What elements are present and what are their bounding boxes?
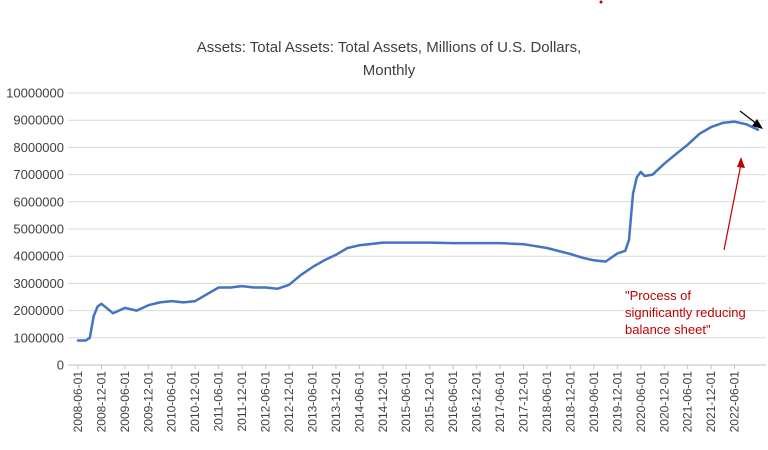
y-tick-label: 3000000 xyxy=(13,276,64,291)
y-tick-label: 5000000 xyxy=(13,222,64,237)
y-tick-label: 8000000 xyxy=(13,140,64,155)
x-tick-label: 2018-06-01 xyxy=(540,371,554,433)
x-tick-label: 2020-12-01 xyxy=(657,371,671,433)
y-tick-label: 7000000 xyxy=(13,167,64,182)
x-tick-label: 2020-06-01 xyxy=(634,371,648,433)
x-tick-label: 2012-06-01 xyxy=(259,371,273,433)
x-tick-label: 2010-12-01 xyxy=(188,371,202,433)
x-tick-label: 2021-12-01 xyxy=(704,371,718,433)
red-arrow-head xyxy=(737,157,745,168)
chart-title: Assets: Total Assets: Total Assets, Mill… xyxy=(197,39,582,79)
black-arrow-head xyxy=(752,119,763,129)
y-tick-label: 4000000 xyxy=(13,249,64,264)
x-tick-label: 2017-06-01 xyxy=(493,371,507,433)
y-tick-label: 2000000 xyxy=(13,303,64,318)
x-tick-label: 2021-06-01 xyxy=(681,371,695,433)
x-tick-label: 2011-06-01 xyxy=(212,371,226,432)
x-tick-label: 2015-12-01 xyxy=(423,371,437,433)
y-tick-label: 0 xyxy=(57,358,64,373)
x-tick-label: 2014-12-01 xyxy=(376,371,390,433)
x-tick-label: 2009-12-01 xyxy=(141,371,155,433)
annotation-line-1: "Process of xyxy=(625,288,691,303)
gridlines xyxy=(68,92,766,339)
arrows xyxy=(599,0,763,251)
x-tick-label: 2013-12-01 xyxy=(329,371,343,433)
annotation-line-2: significantly reducing xyxy=(625,305,746,320)
x-tick-label: 2019-06-01 xyxy=(587,371,601,433)
x-tick-label: 2010-06-01 xyxy=(165,371,179,433)
annotation-line-3: balance sheet" xyxy=(625,322,711,337)
x-tick-label: 2017-12-01 xyxy=(517,371,531,433)
x-tick-label: 2016-06-01 xyxy=(446,371,460,433)
x-tick-label: 2015-06-01 xyxy=(399,371,413,433)
x-tick-label: 2013-06-01 xyxy=(305,371,319,433)
x-tick-label: 2022-06-01 xyxy=(728,371,742,433)
x-tick-label: 2008-12-01 xyxy=(94,371,108,433)
black-arrow-shaft xyxy=(739,110,758,125)
x-tick-label: 2014-06-01 xyxy=(352,371,366,433)
red-dot-mark xyxy=(599,0,603,4)
x-tick-label: 2011-12-01 xyxy=(235,371,249,432)
y-tick-label: 10000000 xyxy=(6,86,64,101)
x-tick-label: 2018-12-01 xyxy=(563,371,577,433)
y-tick-label: 1000000 xyxy=(13,330,64,345)
x-tick-label: 2016-12-01 xyxy=(470,371,484,433)
chart-title-line-2: Monthly xyxy=(363,62,416,79)
x-tick-label: 2009-06-01 xyxy=(118,371,132,433)
red-arrow-shaft xyxy=(723,163,742,251)
x-axis-ticks: 2008-06-01 2008-12-01 2009-06-01 2009-12-01… xyxy=(71,365,742,432)
y-tick-label: 6000000 xyxy=(13,194,64,209)
y-axis-ticks: 0 1000000 2000000 3000000 4000000 5000000 6000… xyxy=(6,86,64,373)
x-tick-label: 2019-12-01 xyxy=(610,371,624,433)
chart-title-line-1: Assets: Total Assets: Total Assets, Mill… xyxy=(197,39,582,56)
x-tick-label: 2008-06-01 xyxy=(71,371,85,433)
annotation: "Process of significantly reducing balan… xyxy=(625,288,746,337)
total-assets-line xyxy=(76,120,760,342)
x-tick-label: 2012-12-01 xyxy=(282,371,296,433)
y-tick-label: 9000000 xyxy=(13,113,64,128)
